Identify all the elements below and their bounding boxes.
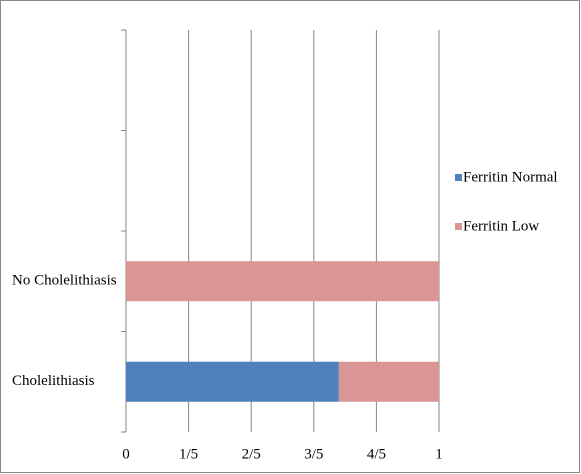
legend-label: Ferritin Low — [463, 218, 539, 234]
bar-segment — [126, 361, 339, 402]
bar-segment — [338, 361, 439, 402]
bar-segment — [126, 261, 439, 302]
y-tick-label: Cholelithiasis — [12, 373, 95, 389]
x-tick-label: 4/5 — [367, 446, 386, 462]
legend-swatch — [455, 223, 462, 230]
x-tick-label: 0 — [122, 446, 130, 462]
x-tick-label: 1/5 — [179, 446, 198, 462]
legend-label: Ferritin Normal — [463, 169, 558, 185]
y-tick-label: No Cholelithiasis — [12, 273, 117, 289]
x-tick-label: 1 — [435, 446, 443, 462]
x-tick-label: 3/5 — [304, 446, 323, 462]
legend-swatch — [455, 174, 462, 181]
x-tick-label: 2/5 — [242, 446, 261, 462]
